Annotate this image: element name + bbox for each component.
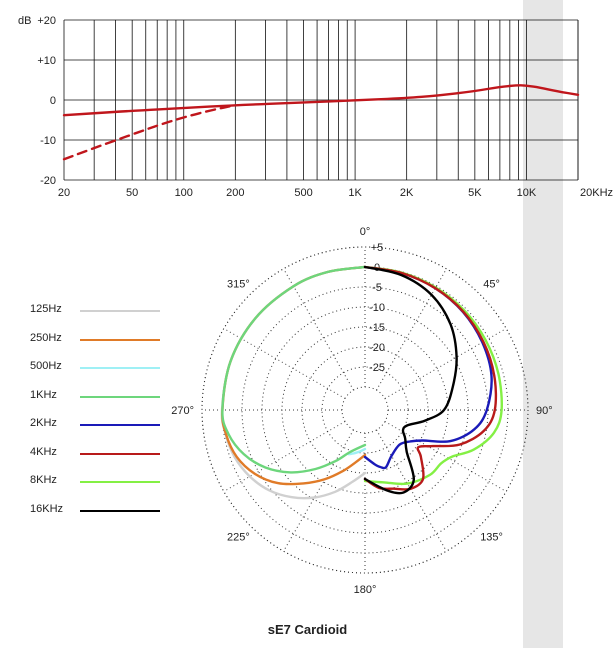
polar-spoke (384, 328, 507, 399)
freq-y-tick-label: 0 (50, 95, 56, 107)
legend-item: 1KHz (28, 386, 168, 415)
polar-spoke (223, 421, 346, 492)
polar-angle-label: 45° (483, 278, 500, 290)
polar-curve-1khz (221, 265, 367, 474)
polar-spoke (384, 421, 507, 492)
polar-radial-tick-label: -10 (369, 302, 385, 314)
polar-radial-tick-label: -5 (372, 282, 382, 294)
legend-item-label: 125Hz (30, 303, 62, 315)
freq-x-tick-label: 200 (226, 187, 244, 199)
legend-swatch-line (80, 395, 160, 398)
freq-response-line (62, 84, 580, 117)
polar-angle-label: 90° (536, 405, 553, 417)
polar-curve-16khz (363, 265, 458, 495)
polar-spoke (283, 268, 354, 391)
legend-item-label: 16KHz (30, 502, 64, 515)
polar-curve-8khz (363, 265, 503, 486)
freq-y-tick-label: +20 (37, 15, 56, 27)
freq-y-tick-label: -10 (40, 135, 56, 147)
polar-spoke (283, 429, 354, 552)
legend-item-label: 2KHz (30, 417, 57, 429)
legend-item-label: 250Hz (30, 331, 62, 344)
polar-ring (201, 246, 529, 574)
freq-x-tick-label: 5K (468, 187, 482, 199)
polar-spoke (376, 429, 447, 552)
polar-ring (321, 366, 409, 454)
legend-swatch-line (80, 424, 160, 426)
freq-y-unit-label: dB (18, 15, 31, 27)
freq-x-tick-label: 500 (294, 187, 312, 199)
shaded-band-background (523, 0, 563, 648)
polar-inner-ring (341, 386, 389, 434)
legend-item: 500Hz (28, 357, 168, 386)
polar-angle-label: 135° (480, 532, 503, 544)
polar-angle-label: 315° (227, 278, 250, 290)
polar-angle-label: 225° (227, 532, 250, 544)
legend-item-label: 1KHz (30, 388, 57, 401)
legend-item: 8KHz (28, 471, 168, 500)
legend-swatch-line (80, 481, 160, 483)
frequency-response-chart: +20 +10 0 -10 -20 dB 20 50 100 200 500 1K 2K 5K 10K 20K… (18, 15, 613, 199)
freq-x-tick-label: 10K (517, 187, 537, 199)
freq-y-tick-label: -20 (40, 175, 56, 187)
freq-x-tick-label: 20KHz (580, 187, 613, 199)
polar-radial-tick-label: +5 (371, 242, 384, 254)
freq-x-tick-label: 1K (348, 187, 362, 199)
polar-angle-label: 0° (360, 226, 371, 238)
legend-item: 4KHz (28, 443, 168, 472)
freq-x-tick-label: 100 (175, 187, 193, 199)
freq-x-tick-label: 20 (58, 187, 70, 199)
legend-swatch-line (80, 338, 160, 341)
legend-item-label: 8KHz (30, 474, 57, 486)
freq-y-tick-label: +10 (37, 55, 56, 67)
freq-response-dashed-line (62, 104, 237, 161)
polar-legend: 125Hz 250Hz 500Hz 1KHz 2KHz 4KHz 8KHz 16KHz (28, 300, 168, 528)
legend-swatch-line (80, 367, 160, 369)
legend-swatch-line (80, 452, 160, 455)
legend-item: 2KHz (28, 414, 168, 443)
polar-pattern-chart: 0°45°90°135°180°225°270°315°+50-5-10-15-… (171, 226, 552, 596)
legend-item: 250Hz (28, 329, 168, 358)
legend-item: 125Hz (28, 300, 168, 329)
polar-radial-tick-label: -25 (369, 362, 385, 374)
polar-curve-4khz (363, 265, 498, 491)
polar-ring (201, 246, 529, 574)
polar-curve-500hz (347, 447, 367, 456)
legend-item-label: 4KHz (30, 445, 57, 458)
polar-angle-label: 270° (171, 405, 194, 417)
legend-item: 16KHz (28, 500, 168, 529)
polar-radial-tick-label: -20 (369, 342, 385, 354)
polar-spoke (223, 328, 346, 399)
polar-chart-title: sE7 Cardioid (267, 622, 348, 637)
legend-swatch-line (80, 310, 160, 312)
polar-radial-tick-label: -15 (369, 322, 385, 334)
freq-x-tick-label: 50 (126, 187, 138, 199)
polar-angle-label: 180° (354, 584, 377, 596)
legend-swatch-line (80, 509, 160, 512)
legend-item-label: 500Hz (30, 360, 62, 372)
freq-x-tick-label: 2K (400, 187, 414, 199)
